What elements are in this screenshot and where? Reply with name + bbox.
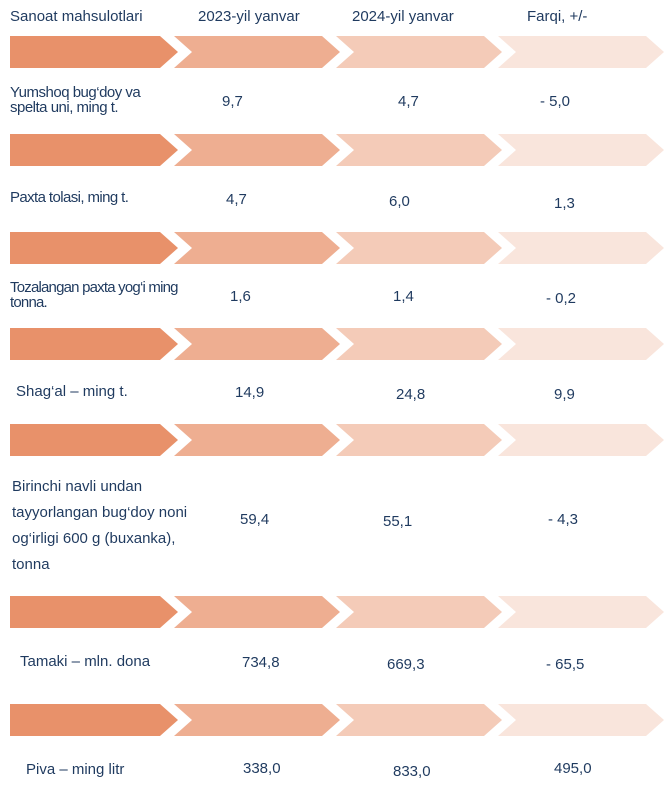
- header-2024-january: 2024-yil yanvar: [352, 8, 454, 25]
- chevron-bar-6: [10, 596, 666, 628]
- chevron-arrow-4: [498, 704, 664, 736]
- row4-value-2023: 14,9: [235, 384, 265, 401]
- row3-value-2024: 1,4: [393, 288, 414, 305]
- chevron-arrow-2: [174, 36, 340, 68]
- header-2023-january: 2023-yil yanvar: [198, 8, 300, 25]
- row3-difference: - 0,2: [546, 290, 577, 307]
- chevron-arrow-4: [498, 424, 664, 456]
- row-label-refined-cotton-oil: Tozalangan paxta yog‘i ming tonna.: [10, 279, 178, 311]
- header-products: Sanoat mahsulotlari: [10, 8, 143, 25]
- row-label-cotton-fiber: Paxta tolasi, ming t.: [10, 189, 129, 206]
- chevron-bar-2: [10, 134, 666, 166]
- chevron-bar-7: [10, 704, 666, 736]
- chevron-arrow-1: [10, 328, 178, 360]
- row-label-tobacco: Tamaki – mln. dona: [20, 653, 151, 670]
- chevron-arrow-2: [174, 134, 340, 166]
- chevron-arrow-2: [174, 232, 340, 264]
- row-label-soft-wheat-flour: Yumshoq bug‘doy va spelta uni, ming t.: [10, 84, 141, 116]
- chevron-arrow-1: [10, 36, 178, 68]
- row1-value-2024: 4,7: [398, 93, 419, 110]
- row6-difference: - 65,5: [546, 656, 585, 673]
- chevron-arrow-3: [336, 328, 502, 360]
- chevron-arrow-2: [174, 424, 340, 456]
- chevron-arrow-1: [10, 704, 178, 736]
- chevron-bar-4: [10, 328, 666, 360]
- chevron-bar-1: [10, 36, 666, 68]
- chevron-arrow-4: [498, 596, 664, 628]
- row1-value-2023: 9,7: [222, 93, 243, 110]
- chevron-bar-5: [10, 424, 666, 456]
- chevron-arrow-3: [336, 704, 502, 736]
- header-difference: Farqi, +/-: [527, 8, 588, 25]
- row-label-beer: Piva – ming litr: [26, 761, 125, 778]
- row2-value-2024: 6,0: [389, 193, 410, 210]
- row-label-wheat-bread: Birinchi navli undan tayyorlangan bug‘do…: [12, 478, 188, 573]
- row5-difference: - 4,3: [548, 511, 579, 528]
- chevron-arrow-4: [498, 328, 664, 360]
- chevron-arrow-2: [174, 704, 340, 736]
- chevron-arrow-1: [10, 596, 178, 628]
- row1-difference: - 5,0: [540, 93, 571, 110]
- row3-value-2023: 1,6: [230, 288, 251, 305]
- chevron-arrow-3: [336, 36, 502, 68]
- chevron-arrow-1: [10, 424, 178, 456]
- row6-value-2024: 669,3: [387, 656, 425, 673]
- row-label-gravel: Shag‘al – ming t.: [16, 383, 128, 400]
- chevron-arrow-2: [174, 328, 340, 360]
- chevron-arrow-1: [10, 232, 178, 264]
- row5-value-2023: 59,4: [240, 511, 270, 528]
- row2-difference: 1,3: [554, 195, 575, 212]
- chevron-arrow-3: [336, 232, 502, 264]
- chevron-arrow-4: [498, 36, 664, 68]
- chevron-arrow-3: [336, 424, 502, 456]
- chevron-arrow-3: [336, 134, 502, 166]
- row4-difference: 9,9: [554, 386, 575, 403]
- row2-value-2023: 4,7: [226, 191, 247, 208]
- row6-value-2023: 734,8: [242, 654, 280, 671]
- row7-difference: 495,0: [554, 760, 592, 777]
- chevron-arrow-4: [498, 232, 664, 264]
- row7-value-2024: 833,0: [393, 763, 431, 780]
- chevron-arrow-3: [336, 596, 502, 628]
- chevron-bar-3: [10, 232, 666, 264]
- row4-value-2024: 24,8: [396, 386, 426, 403]
- chevron-arrow-1: [10, 134, 178, 166]
- chevron-arrow-4: [498, 134, 664, 166]
- row5-value-2024: 55,1: [383, 513, 413, 530]
- row7-value-2023: 338,0: [243, 760, 281, 777]
- chevron-arrow-2: [174, 596, 340, 628]
